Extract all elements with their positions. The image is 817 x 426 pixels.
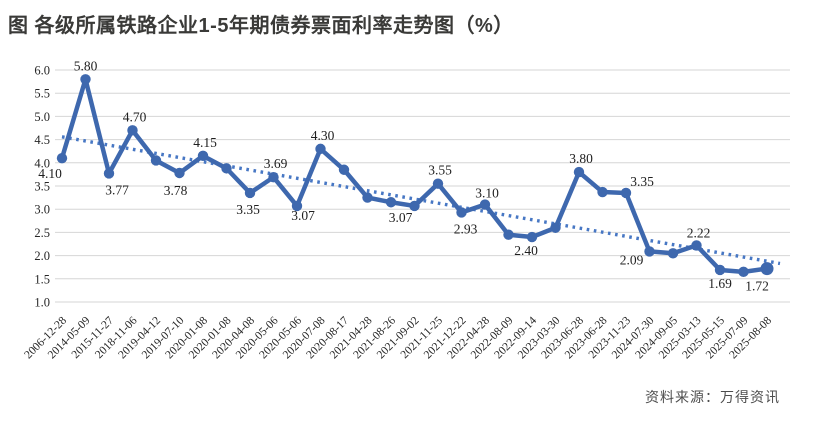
- data-label: 1.72: [745, 279, 769, 294]
- y-tick-label: 5.0: [34, 110, 50, 124]
- data-point: [174, 167, 185, 179]
- y-tick-label: 3.5: [34, 180, 50, 194]
- y-tick-label: 3.0: [34, 203, 50, 217]
- data-label: 2.93: [454, 221, 478, 236]
- data-label: 3.80: [569, 151, 593, 166]
- data-label: 3.35: [236, 202, 260, 217]
- data-point: [127, 125, 138, 136]
- x-axis-labels: 2006-12-282014-05-092015-11-272018-11-06…: [22, 314, 775, 362]
- data-point: [409, 200, 420, 212]
- data-points: [56, 74, 774, 278]
- y-tick-label: 4.0: [34, 156, 50, 170]
- data-point: [291, 200, 303, 212]
- series-line: [59, 77, 770, 275]
- data-label: 3.10: [475, 186, 499, 201]
- data-label: 2.09: [620, 252, 644, 267]
- data-point: [714, 264, 726, 276]
- y-tick-label: 1.0: [34, 296, 50, 310]
- data-label: 4.70: [123, 109, 147, 124]
- data-point: [150, 155, 162, 166]
- y-tick-label: 1.5: [34, 272, 50, 286]
- data-point: [456, 207, 467, 218]
- data-label: 4.30: [311, 128, 335, 143]
- data-label: 1.69: [708, 276, 732, 291]
- data-label: 3.07: [389, 210, 413, 225]
- data-point: [644, 246, 655, 257]
- data-point: [691, 240, 702, 251]
- data-point: [432, 178, 444, 189]
- data-label: 4.15: [193, 135, 217, 150]
- data-point: [338, 164, 350, 175]
- data-point: [103, 168, 115, 179]
- data-point: [738, 266, 749, 278]
- data-label: 2.40: [514, 243, 538, 258]
- data-label: 3.35: [630, 174, 654, 189]
- gridlines: [55, 69, 790, 303]
- data-point: [385, 197, 397, 208]
- data-label: 2.22: [687, 225, 711, 240]
- data-point: [362, 192, 373, 203]
- data-point: [479, 199, 491, 210]
- y-axis-labels: 6.0 5.5 5.0 4.5 4.0 3.5 3.0 2.5 2.0 1.5 1.0: [34, 64, 50, 310]
- data-label: 3.78: [164, 183, 188, 198]
- data-label: 3.69: [264, 156, 288, 171]
- data-point: [597, 186, 608, 198]
- data-labels: 4.10 5.80 3.77 4.70 3.78 4.15 3.35 3.69 3.07 4.30…: [38, 58, 769, 293]
- y-tick-label: 5.5: [34, 87, 50, 101]
- source-note: 资料来源：万得资讯: [645, 389, 780, 405]
- data-point: [620, 187, 632, 199]
- data-point: [221, 163, 232, 174]
- data-point: [573, 166, 585, 178]
- data-point: [244, 187, 256, 199]
- data-point: [550, 222, 561, 233]
- data-label: 5.80: [74, 58, 98, 73]
- data-point: [56, 152, 68, 164]
- y-tick-label: 4.5: [34, 133, 50, 147]
- data-label: 3.55: [428, 163, 452, 178]
- y-tick-label: 2.5: [34, 226, 50, 240]
- data-point: [315, 143, 326, 155]
- y-tick-label: 6.0: [34, 64, 50, 78]
- data-label: 3.07: [291, 208, 315, 223]
- data-label: 3.77: [105, 182, 129, 197]
- chart-title: 图 各级所属铁路企业1-5年期债券票面利率走势图（%）: [8, 15, 514, 37]
- data-point: [268, 171, 279, 183]
- data-point: [667, 248, 679, 259]
- y-tick-label: 2.0: [34, 249, 50, 263]
- data-point: [760, 262, 774, 276]
- data-point: [197, 150, 209, 162]
- data-point: [526, 231, 538, 243]
- data-point: [80, 74, 91, 85]
- data-point: [503, 229, 514, 240]
- data-label: 4.10: [38, 166, 62, 181]
